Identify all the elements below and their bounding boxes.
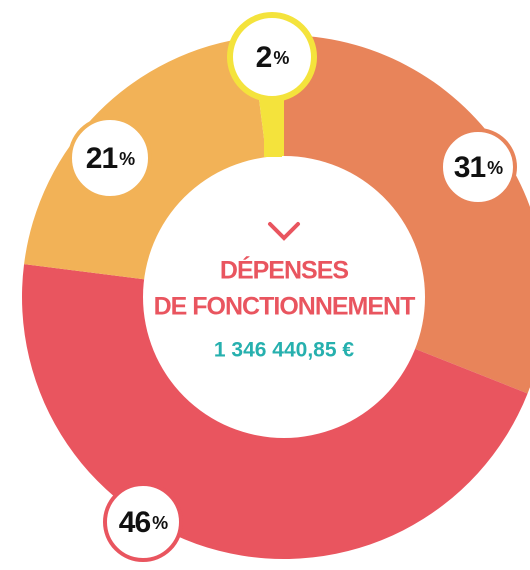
value-label: 31% (454, 151, 503, 184)
center-total: 1 346 440,85 € (214, 339, 354, 362)
label-bubble (103, 482, 183, 562)
labels: 31 % 46 % 21 % 2% (68, 12, 517, 562)
center-title: DÉPENSES (220, 256, 348, 285)
label-bubble (227, 12, 317, 102)
label-stem (264, 97, 282, 157)
value-label: 46% (119, 506, 168, 539)
value-label: 2% (256, 41, 290, 74)
value-label: 21% (86, 142, 135, 175)
label-bubble (68, 116, 152, 200)
center-title: DE FONCTIONNEMENT (154, 293, 416, 321)
donut-hole (143, 156, 425, 438)
chevron-icon (268, 222, 300, 241)
label-bubble (439, 128, 517, 206)
